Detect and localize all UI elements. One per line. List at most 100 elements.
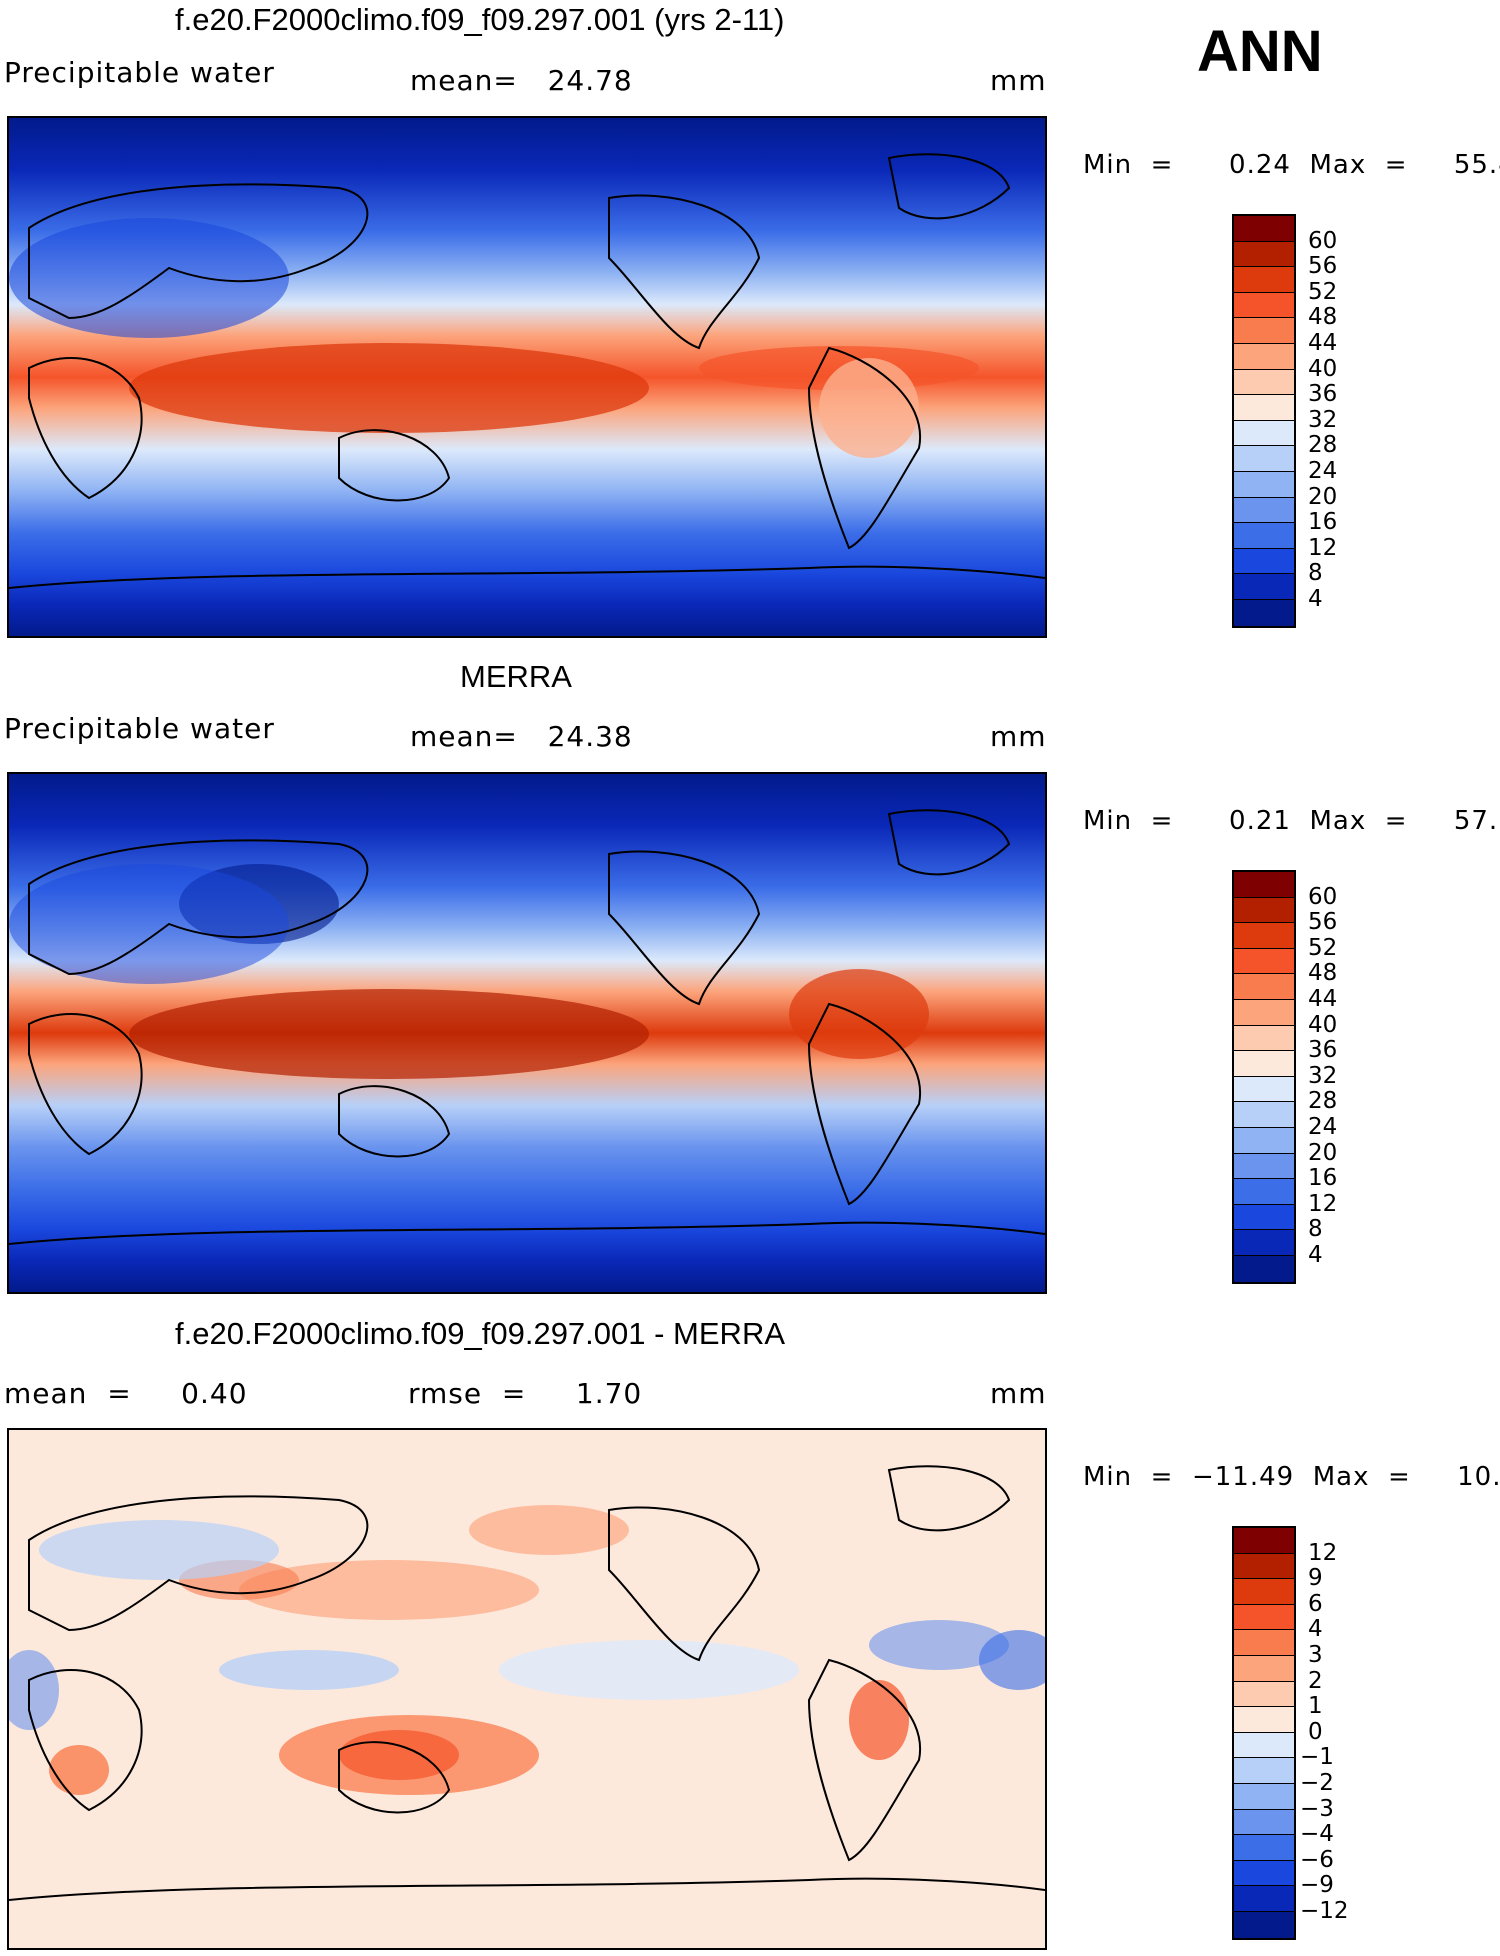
colorbar-segment bbox=[1234, 420, 1294, 447]
colorbar-segment bbox=[1234, 1153, 1294, 1180]
panel-2-mean-label: mean= 24.38 bbox=[410, 720, 633, 753]
colorbar-tick-label: 24 bbox=[1308, 1114, 1338, 1140]
colorbar-segment bbox=[1234, 471, 1294, 498]
colorbar-tick-label: 4 bbox=[1308, 1616, 1323, 1643]
colorbar-segment bbox=[1234, 1179, 1294, 1205]
colorbar-segment bbox=[1234, 241, 1294, 268]
colorbar-tick-label: 32 bbox=[1308, 406, 1338, 433]
colorbar-segment bbox=[1234, 574, 1294, 600]
colorbar-tick-label: 4 bbox=[1308, 586, 1323, 612]
panel-1-minmax-label: Min = 0.24 Max = 55.45 bbox=[1083, 150, 1500, 180]
panel-3-minmax-label: Min = −11.49 Max = 10.40 bbox=[1083, 1462, 1500, 1492]
colorbar-segment bbox=[1234, 1732, 1294, 1759]
panel-1-mean-label: mean= 24.78 bbox=[410, 64, 633, 97]
colorbar-tick-label: 16 bbox=[1308, 1165, 1338, 1192]
colorbar-tick-label: 52 bbox=[1308, 278, 1338, 305]
colorbar-segment bbox=[1234, 395, 1294, 421]
colorbar-tick-label: −6 bbox=[1300, 1846, 1334, 1873]
colorbar-segment bbox=[1234, 267, 1294, 293]
colorbar-segment bbox=[1234, 446, 1294, 472]
colorbar-segment bbox=[1234, 923, 1294, 949]
colorbar-segment bbox=[1234, 948, 1294, 975]
colorbar-segment bbox=[1234, 318, 1294, 344]
colorbar-tick-label: 36 bbox=[1308, 1037, 1338, 1064]
colorbar-tick-label: 4 bbox=[1308, 1242, 1323, 1268]
colorbar-segment bbox=[1234, 1127, 1294, 1154]
colorbar-segment bbox=[1234, 1630, 1294, 1656]
colorbar-segment bbox=[1234, 1051, 1294, 1077]
colorbar-segment bbox=[1234, 369, 1294, 396]
colorbar-tick-label: −9 bbox=[1300, 1872, 1334, 1899]
panel-3-colorbar bbox=[1232, 1526, 1296, 1940]
colorbar-tick-label: −1 bbox=[1300, 1744, 1334, 1771]
colorbar-segment bbox=[1234, 1579, 1294, 1605]
panel-3-rmse-label: rmse = 1.70 bbox=[408, 1377, 643, 1410]
panel-2-title: MERRA bbox=[460, 659, 572, 694]
colorbar-tick-label: 36 bbox=[1308, 381, 1338, 408]
colorbar-tick-label: 44 bbox=[1308, 986, 1338, 1012]
colorbar-tick-label: 12 bbox=[1308, 1539, 1338, 1566]
colorbar-tick-label: −3 bbox=[1300, 1795, 1334, 1822]
colorbar-segment bbox=[1234, 343, 1294, 370]
colorbar-segment bbox=[1234, 1255, 1294, 1282]
colorbar-tick-label: −2 bbox=[1300, 1770, 1334, 1796]
colorbar-segment bbox=[1234, 1604, 1294, 1631]
colorbar-tick-label: 20 bbox=[1308, 1139, 1338, 1166]
colorbar-tick-label: 8 bbox=[1308, 1216, 1323, 1243]
colorbar-tick-label: 56 bbox=[1308, 909, 1338, 936]
colorbar-segment bbox=[1234, 1707, 1294, 1733]
panel-1-colorbar bbox=[1232, 214, 1296, 628]
panel-3-title: f.e20.F2000climo.f09_f09.297.001 - MERRA bbox=[175, 1316, 786, 1351]
colorbar-tick-label: 16 bbox=[1308, 509, 1338, 536]
colorbar-segment bbox=[1234, 1783, 1294, 1810]
colorbar-tick-label: 56 bbox=[1308, 253, 1338, 280]
colorbar-tick-label: 48 bbox=[1308, 960, 1338, 987]
colorbar-tick-label: 3 bbox=[1308, 1642, 1323, 1668]
colorbar-tick-label: 2 bbox=[1308, 1667, 1323, 1694]
panel-2-minmax-label: Min = 0.21 Max = 57.35 bbox=[1083, 806, 1500, 836]
colorbar-tick-label: 24 bbox=[1308, 458, 1338, 484]
colorbar-tick-label: −12 bbox=[1300, 1898, 1349, 1924]
colorbar-segment bbox=[1234, 1528, 1294, 1554]
colorbar-segment bbox=[1234, 1835, 1294, 1861]
colorbar-tick-label: 40 bbox=[1308, 355, 1338, 382]
colorbar-segment bbox=[1234, 1758, 1294, 1784]
colorbar-tick-label: 48 bbox=[1308, 304, 1338, 331]
colorbar-tick-label: 40 bbox=[1308, 1011, 1338, 1038]
colorbar-segment bbox=[1234, 872, 1294, 898]
colorbar-tick-label: 60 bbox=[1308, 227, 1338, 254]
colorbar-tick-label: 1 bbox=[1308, 1693, 1323, 1720]
panel-1-map bbox=[7, 116, 1047, 638]
panel-2-colorbar bbox=[1232, 870, 1296, 1284]
panel-3-units-label: mm bbox=[990, 1377, 1047, 1410]
colorbar-segment bbox=[1234, 974, 1294, 1000]
colorbar-segment bbox=[1234, 548, 1294, 575]
colorbar-segment bbox=[1234, 1230, 1294, 1256]
panel-2-variable-label: Precipitable water bbox=[4, 712, 275, 745]
panel-1-variable-label: Precipitable water bbox=[4, 56, 275, 89]
colorbar-segment bbox=[1234, 1911, 1294, 1938]
colorbar-segment bbox=[1234, 1655, 1294, 1682]
colorbar-tick-label: 9 bbox=[1308, 1565, 1323, 1592]
colorbar-segment bbox=[1234, 1553, 1294, 1580]
colorbar-tick-label: −4 bbox=[1300, 1821, 1334, 1848]
colorbar-tick-label: 20 bbox=[1308, 483, 1338, 510]
colorbar-tick-label: 0 bbox=[1308, 1718, 1323, 1745]
colorbar-segment bbox=[1234, 523, 1294, 549]
colorbar-tick-label: 32 bbox=[1308, 1062, 1338, 1089]
colorbar-segment bbox=[1234, 216, 1294, 242]
colorbar-segment bbox=[1234, 1681, 1294, 1708]
colorbar-tick-label: 12 bbox=[1308, 1190, 1338, 1217]
colorbar-segment bbox=[1234, 1204, 1294, 1231]
colorbar-tick-label: 6 bbox=[1308, 1590, 1323, 1617]
panel-2-map bbox=[7, 772, 1047, 1294]
colorbar-segment bbox=[1234, 1809, 1294, 1836]
panel-3-mean-label: mean = 0.40 bbox=[4, 1377, 248, 1410]
colorbar-tick-label: 44 bbox=[1308, 330, 1338, 356]
panel-3-map bbox=[7, 1428, 1047, 1950]
colorbar-segment bbox=[1234, 497, 1294, 524]
colorbar-segment bbox=[1234, 1860, 1294, 1887]
colorbar-segment bbox=[1234, 599, 1294, 626]
colorbar-segment bbox=[1234, 1886, 1294, 1912]
panel-1-units-label: mm bbox=[990, 64, 1047, 97]
